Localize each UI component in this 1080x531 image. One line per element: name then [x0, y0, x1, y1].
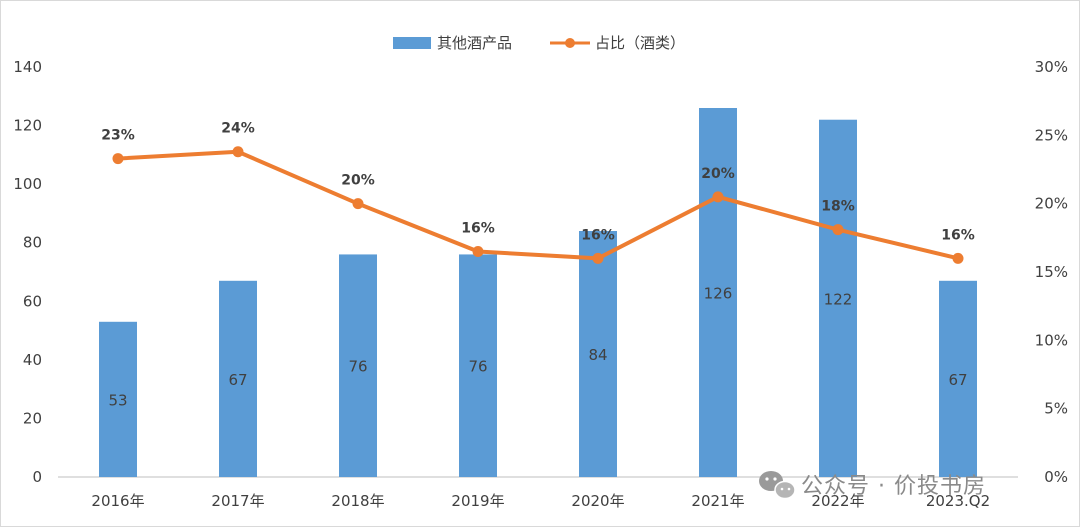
x-axis-tick-label: 2016年	[91, 492, 144, 510]
legend: 其他酒产品 占比（酒类）	[393, 34, 685, 52]
line-point	[952, 252, 964, 264]
legend-line-label: 占比（酒类）	[595, 34, 685, 52]
line-point	[472, 246, 484, 257]
left-axis-tick-label: 40	[23, 351, 42, 369]
left-axis-tick-label: 80	[23, 234, 42, 252]
line-value-label: 24%	[221, 121, 255, 137]
bar-value-label: 67	[948, 371, 967, 389]
line-value-label: 16%	[461, 221, 495, 237]
line-point	[232, 146, 244, 158]
right-axis-tick-label: 0%	[1044, 468, 1068, 486]
legend-bar-label: 其他酒产品	[437, 34, 512, 52]
bar	[339, 254, 377, 477]
x-axis-labels: 2016年 2017年 2018年 2019年 2020年 2021年 2022年 2023.…	[91, 492, 990, 510]
legend-line-marker	[565, 38, 575, 48]
right-axis-tick-label: 15%	[1035, 263, 1068, 281]
left-axis-tick-label: 0	[32, 468, 42, 486]
line-value-label: 20%	[701, 166, 735, 182]
left-axis: 0 20 40 60 80 100 120 140	[13, 58, 42, 486]
x-axis-tick-label: 2018年	[331, 492, 384, 510]
bar	[819, 119, 857, 477]
bar-value-label: 76	[468, 358, 487, 376]
bar-value-labels: 53 67 76 76 84 126 122 67	[108, 285, 967, 410]
x-axis-tick-label: 2023.Q2	[926, 492, 990, 510]
left-axis-tick-label: 20	[23, 409, 42, 427]
line-point	[112, 153, 124, 165]
left-axis-tick-label: 100	[13, 175, 42, 193]
bar	[99, 321, 137, 477]
left-axis-tick-label: 140	[13, 58, 42, 76]
right-axis-tick-label: 20%	[1035, 195, 1068, 213]
bar	[459, 254, 497, 477]
bar	[579, 231, 617, 477]
bar-value-label: 67	[228, 371, 247, 389]
right-axis-tick-label: 30%	[1035, 58, 1068, 76]
line-point	[352, 198, 364, 210]
line-value-label: 23%	[101, 128, 135, 144]
right-axis-tick-label: 10%	[1035, 331, 1068, 349]
x-axis-tick-label: 2017年	[211, 492, 264, 510]
bar-value-label: 126	[704, 285, 733, 303]
line-point	[832, 224, 844, 236]
left-axis-tick-label: 60	[23, 292, 42, 310]
line-path	[117, 149, 959, 261]
line-point	[712, 191, 724, 203]
watermark: 公众号 · 价投书房	[759, 471, 986, 500]
bar	[699, 108, 737, 477]
x-axis-tick-label: 2020年	[571, 492, 624, 510]
line-value-labels: 23% 24% 20% 16% 16% 20% 18% 16%	[101, 121, 975, 244]
x-axis-tick-label: 2022年	[811, 492, 864, 510]
right-axis-tick-label: 25%	[1035, 126, 1068, 144]
bar-value-label: 122	[824, 290, 853, 308]
wechat-icon	[759, 471, 796, 500]
bar-series	[99, 108, 977, 477]
bar	[219, 280, 257, 477]
right-axis-tick-label: 5%	[1044, 400, 1068, 418]
watermark-text: 公众号 · 价投书房	[801, 474, 986, 499]
line-value-label: 16%	[581, 227, 615, 243]
legend-bar-swatch	[393, 37, 431, 49]
x-axis-tick-label: 2021年	[691, 492, 744, 510]
bar-value-label: 84	[588, 346, 607, 364]
bar-value-label: 76	[348, 358, 367, 376]
line-point	[592, 252, 604, 264]
bar	[939, 280, 977, 477]
line-value-label: 16%	[941, 227, 975, 243]
right-axis: 0% 5% 10% 15% 20% 25% 30%	[1035, 58, 1068, 486]
bar-value-label: 53	[108, 391, 127, 409]
x-axis-tick-label: 2019年	[451, 492, 504, 510]
line-value-label: 20%	[341, 173, 375, 189]
line-series	[112, 146, 964, 264]
line-value-label: 18%	[821, 199, 855, 215]
left-axis-tick-label: 120	[13, 117, 42, 135]
